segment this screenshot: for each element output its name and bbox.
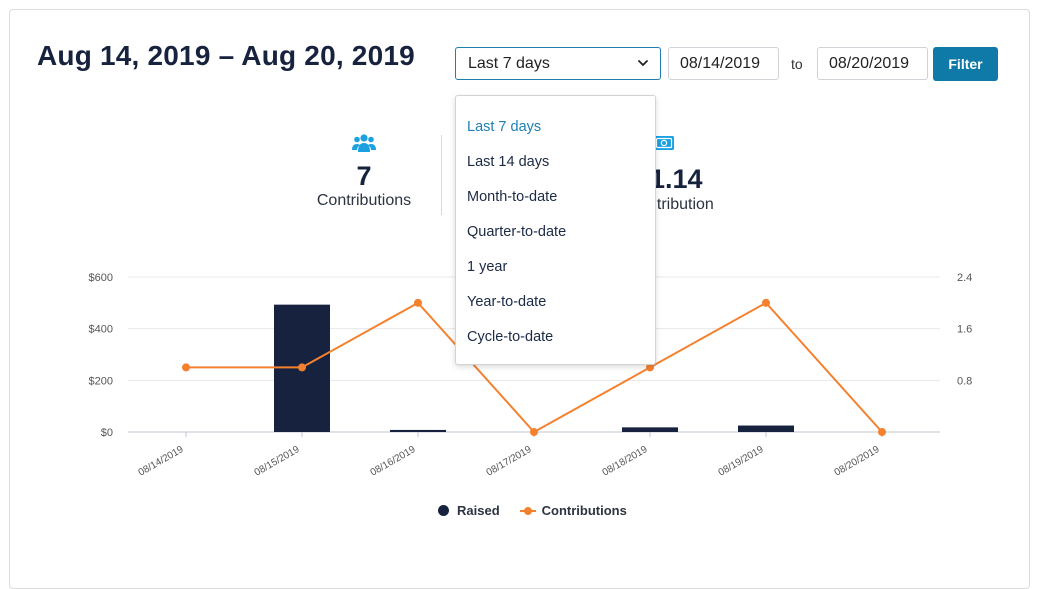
raised-contributions-chart: $0 $200 $400 $600 0.8 1.6 2.4 08/14/2019 08/15/2… (89, 272, 973, 479)
point-contributions (646, 363, 654, 372)
filter-button[interactable]: Filter (933, 47, 998, 81)
bar-raised (390, 429, 446, 432)
y-left-tick-label: $200 (89, 375, 113, 387)
x-tick-label: 08/16/2019 (369, 444, 418, 479)
y-right-tick-label: 0.8 (957, 375, 972, 387)
x-tick-label: 08/20/2019 (833, 444, 882, 479)
contributions-stat: 7 Contributions (300, 133, 428, 211)
legend-raised-label: Raised (457, 503, 500, 518)
dropdown-option[interactable]: Quarter-to-date (467, 224, 567, 240)
legend-raised-swatch (438, 505, 449, 516)
x-tick-label: 08/19/2019 (717, 444, 766, 479)
start-date-input[interactable] (668, 47, 779, 80)
date-range-dropdown-menu: Last 7 days Last 14 days Month-to-date Quar… (455, 95, 656, 365)
stat-divider (441, 135, 442, 215)
date-range-select[interactable]: Last 7 days (455, 47, 661, 80)
point-contributions (762, 298, 770, 307)
bar-raised (622, 427, 678, 432)
y-right-tick-label: 1.6 (957, 324, 972, 336)
dropdown-option[interactable]: Cycle-to-date (467, 329, 554, 345)
x-tick-label: 08/15/2019 (253, 444, 302, 479)
point-contributions (182, 363, 190, 372)
x-tick-label: 08/17/2019 (485, 444, 534, 479)
average-contribution-value: 1.14 (650, 164, 703, 194)
point-contributions (414, 298, 422, 307)
legend-contributions-label: Contributions (541, 503, 627, 518)
point-contributions (878, 428, 886, 436)
end-date-input[interactable] (817, 47, 928, 80)
x-tick-label: 08/14/2019 (137, 444, 186, 479)
dropdown-option[interactable]: Month-to-date (467, 189, 558, 205)
dropdown-option[interactable]: Last 7 days (467, 119, 542, 135)
date-range-select-value: Last 7 days (468, 54, 550, 72)
contributions-count: 7 (356, 161, 372, 191)
money-icon (654, 136, 674, 150)
dropdown-option[interactable]: Year-to-date (467, 294, 547, 310)
dropdown-option[interactable]: Last 14 days (467, 154, 550, 170)
users-icon (352, 134, 376, 152)
y-left-tick-label: $400 (89, 324, 113, 336)
dropdown-option[interactable]: 1 year (467, 259, 508, 275)
point-contributions (298, 363, 306, 372)
chart-legend: Raised Contributions (438, 503, 627, 518)
y-right-tick-label: 2.4 (957, 272, 972, 284)
contributions-label: Contributions (316, 192, 412, 209)
y-left-tick-label: $600 (89, 272, 113, 284)
y-left-tick-label: $0 (101, 427, 113, 439)
page-title: Aug 14, 2019 – Aug 20, 2019 (37, 40, 415, 71)
bar-raised (738, 425, 794, 432)
legend-contributions-swatch (519, 506, 536, 515)
to-label: to (791, 56, 803, 72)
chevron-down-icon (638, 60, 648, 66)
average-contribution-label: ntribution (648, 196, 714, 213)
x-tick-label: 08/18/2019 (601, 444, 650, 479)
point-contributions (530, 428, 538, 436)
